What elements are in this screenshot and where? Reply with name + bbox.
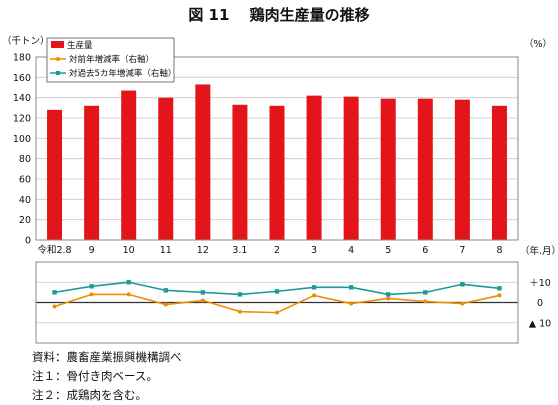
bar — [269, 105, 285, 240]
legend-label-yoy: 対前年増減率（右軸） — [69, 54, 154, 65]
five-year-rate-point — [274, 289, 280, 294]
y-tick-label: 120 — [13, 114, 31, 125]
bar — [47, 109, 63, 240]
source-notes: 資料：農畜産業振興機構調べ 注１：骨付き肉ベース。 注２：成鶏肉を含む。 — [32, 348, 182, 405]
legend-swatch-5yr-marker — [56, 71, 60, 75]
legend-label-5yr: 対過去5カ年増減率（右軸） — [69, 68, 176, 79]
x-tick-label: 3 — [311, 245, 317, 256]
bars — [47, 84, 507, 241]
yoy-rate-line — [54, 293, 500, 314]
x-axis-tick-labels: 令和2.8 9 10 11 12 3.1 2 3 4 5 6 7 8 — [37, 244, 502, 256]
x-tick-label: 10 — [123, 245, 135, 256]
y-tick-label: 80 — [19, 154, 31, 165]
x-tick-label: 6 — [422, 245, 428, 256]
bar — [380, 98, 396, 240]
legend: 生産量 対前年増減率（右軸） 対過去5カ年増減率（右軸） — [46, 37, 176, 83]
yoy-rate-point — [386, 296, 391, 301]
five-year-rate-point — [497, 286, 502, 291]
rate-plot-area: ＋10 0 ▲ 10 — [35, 261, 551, 344]
legend-box — [46, 37, 175, 83]
yoy-rate-point — [349, 301, 354, 306]
legend-swatch-production — [51, 41, 64, 48]
chart: 図 11 鶏肉生産量の推移 （千トン） （%） （年.月） 0204060801… — [2, 6, 558, 344]
bar — [343, 96, 359, 241]
x-tick-label: 2 — [274, 245, 280, 256]
yoy-rate-point — [312, 293, 317, 298]
bar — [454, 99, 470, 240]
right-tick-label: 0 — [537, 298, 543, 309]
yoy-rate-point — [423, 299, 428, 304]
x-tick-label: 9 — [89, 245, 95, 256]
bar — [195, 84, 211, 240]
y-tick-label: 100 — [13, 134, 31, 145]
left-axis-unit: （千トン） — [2, 35, 50, 47]
yoy-rate-point — [237, 309, 242, 314]
five-year-rate-point — [460, 282, 465, 287]
note-source: 資料：農畜産業振興機構調べ — [32, 350, 182, 364]
x-tick-label: 12 — [197, 245, 209, 256]
bar — [306, 95, 322, 240]
five-year-rate-point — [386, 292, 391, 297]
yoy-rate-point — [460, 301, 465, 306]
rate-plot-frame — [35, 261, 519, 344]
five-year-rate-point — [237, 292, 243, 297]
bar-plot-frame — [35, 56, 519, 241]
five-year-rate-point — [200, 290, 206, 295]
bar — [121, 90, 137, 240]
yoy-rate-point — [163, 302, 168, 307]
x-tick-label: 3.1 — [232, 245, 247, 256]
note-2: 注２：成鶏肉を含む。 — [32, 388, 147, 402]
bar — [158, 97, 174, 241]
bar — [417, 98, 433, 240]
five-year-rate-point — [89, 284, 94, 289]
y-tick-label: 20 — [19, 215, 31, 226]
right-axis-unit: （%） — [524, 38, 552, 50]
y-axis-tick-labels: 0 20 40 60 80 100 120 140 160 180 — [13, 53, 31, 247]
x-axis-unit: （年.月） — [520, 245, 558, 257]
five-year-rate-point — [163, 288, 168, 293]
bar — [84, 105, 100, 240]
bar — [232, 104, 248, 241]
yoy-rate-point — [275, 310, 279, 315]
bar-plot-area: 0 20 40 60 80 100 120 140 160 180 — [13, 53, 519, 247]
y-tick-label: 0 — [25, 236, 31, 247]
five-year-rate-point — [348, 285, 354, 290]
bar — [491, 105, 507, 240]
legend-label-production: 生産量 — [67, 40, 93, 51]
right-tick-label: ＋10 — [529, 278, 551, 289]
y-tick-label: 140 — [13, 93, 31, 104]
x-tick-label: 4 — [348, 245, 354, 256]
x-tick-label: 11 — [160, 245, 172, 256]
y-tick-label: 180 — [13, 53, 31, 64]
x-tick-label: 8 — [496, 245, 502, 256]
x-tick-label: 令和2.8 — [37, 244, 71, 256]
yoy-rate-point — [52, 304, 57, 309]
right-tick-label: ▲ 10 — [529, 318, 551, 329]
five-year-rate-point — [311, 285, 317, 290]
yoy-rate-point — [89, 292, 94, 297]
note-1: 注１：骨付き肉ベース。 — [32, 369, 158, 383]
yoy-rate-point — [200, 298, 205, 303]
five-year-rate-point — [52, 290, 57, 295]
y-tick-label: 60 — [19, 175, 31, 186]
yoy-rate-point — [497, 293, 502, 298]
yoy-rate-point — [126, 292, 131, 297]
x-tick-label: 7 — [459, 245, 465, 256]
rate-lines — [52, 280, 502, 315]
five-year-rate-point — [423, 290, 428, 295]
five-year-rate-point — [126, 280, 131, 285]
right-axis-tick-labels: ＋10 0 ▲ 10 — [529, 278, 551, 330]
legend-swatch-yoy-marker — [56, 57, 60, 61]
y-tick-label: 40 — [19, 195, 31, 206]
chart-title: 図 11 鶏肉生産量の推移 — [188, 6, 369, 24]
y-tick-label: 160 — [13, 73, 31, 84]
x-tick-label: 5 — [385, 245, 391, 256]
